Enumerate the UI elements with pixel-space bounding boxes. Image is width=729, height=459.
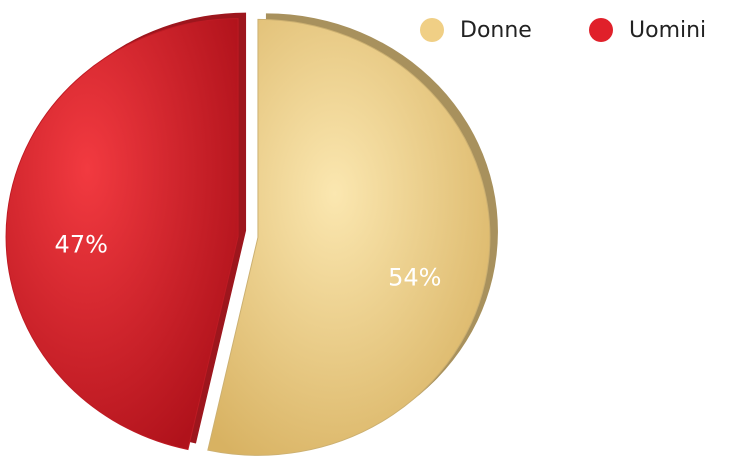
legend-label: Uomini	[629, 18, 706, 43]
legend-swatch	[420, 18, 444, 42]
legend-label: Donne	[460, 18, 532, 43]
slice	[5, 18, 239, 451]
value-label: 47%	[55, 231, 108, 259]
value-label: 54%	[388, 263, 441, 291]
slice	[207, 18, 491, 456]
legend-swatch	[589, 18, 613, 42]
